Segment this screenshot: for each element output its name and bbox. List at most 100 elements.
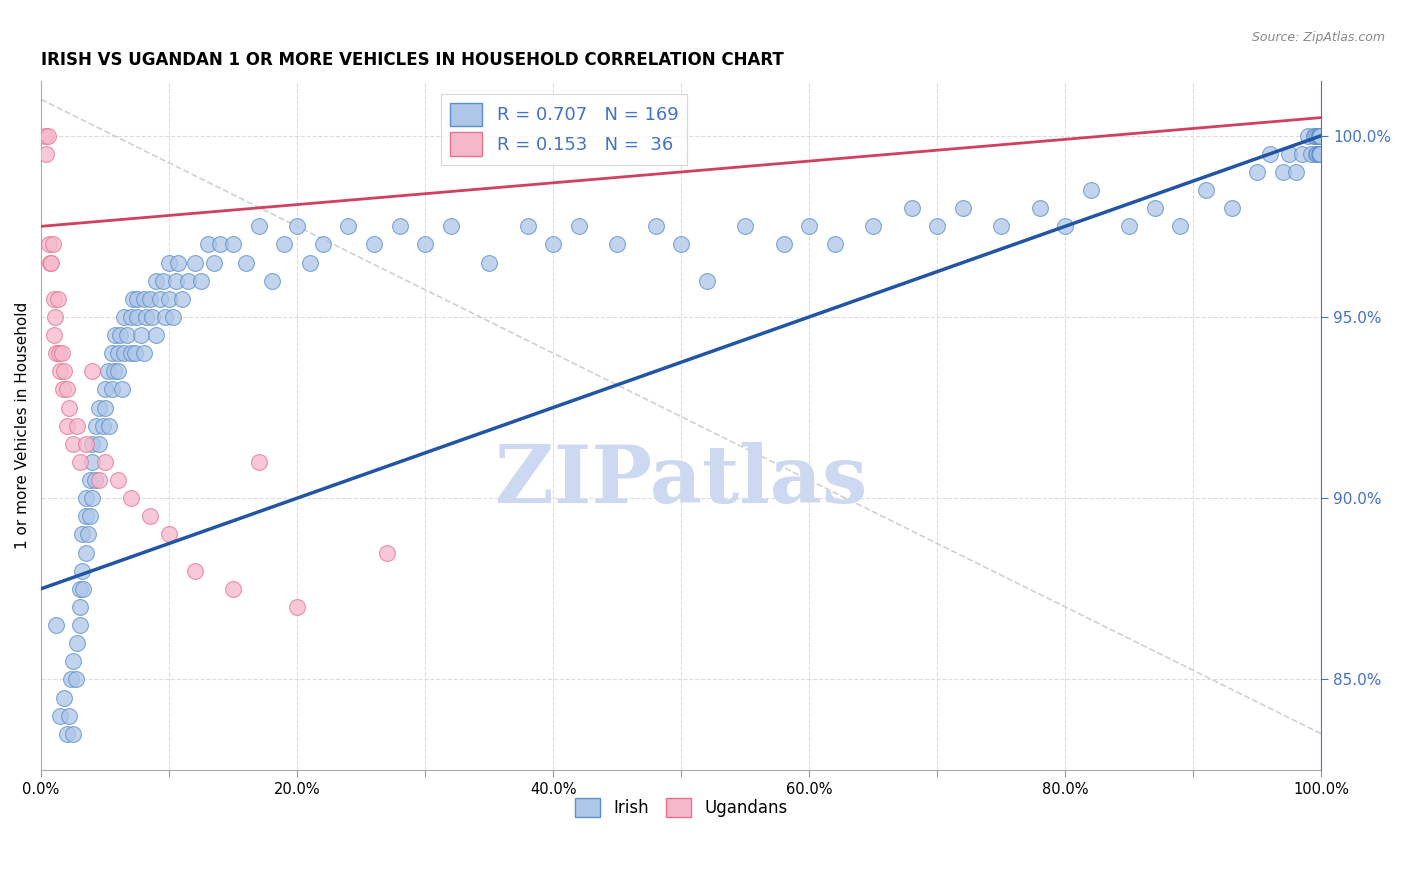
Point (1309, 128, 1331, 143)
Point (75, 509, 97, 524)
Point (46, 292, 69, 306)
Point (103, 364, 125, 378)
Point (1308, 146, 1330, 161)
Point (1309, 128, 1331, 143)
Point (122, 292, 145, 306)
Point (1309, 146, 1331, 161)
Point (120, 346, 142, 360)
Point (1309, 146, 1331, 161)
Point (1309, 128, 1331, 143)
Point (34, 128, 56, 143)
Point (82, 491, 104, 505)
Point (1309, 128, 1331, 143)
Point (209, 237, 232, 252)
Point (375, 545, 398, 559)
Point (1306, 146, 1329, 161)
Point (66, 418, 89, 433)
Point (87, 473, 110, 487)
Point (202, 255, 225, 269)
Point (124, 346, 146, 360)
Point (165, 274, 187, 288)
Point (1309, 146, 1331, 161)
Point (107, 473, 129, 487)
Point (141, 310, 163, 324)
Point (1170, 219, 1192, 234)
Point (1220, 201, 1243, 215)
Point (1309, 146, 1331, 161)
Point (1309, 146, 1331, 161)
Point (1309, 128, 1331, 143)
Point (129, 328, 152, 343)
Text: ZIPatlas: ZIPatlas (495, 442, 868, 520)
Point (1118, 219, 1140, 234)
Point (53, 364, 76, 378)
Point (167, 255, 190, 269)
Point (91, 418, 114, 433)
Point (1309, 128, 1331, 143)
Point (69, 455, 91, 469)
Point (75, 491, 97, 505)
Point (478, 255, 501, 269)
Point (120, 491, 142, 505)
Point (112, 310, 135, 324)
Point (38, 237, 60, 252)
Point (990, 219, 1012, 234)
Point (1309, 128, 1331, 143)
Point (1309, 128, 1331, 143)
Legend: Irish, Ugandans: Irish, Ugandans (568, 791, 794, 823)
Point (127, 292, 149, 306)
Point (1309, 146, 1331, 161)
Point (83, 473, 105, 487)
Point (1309, 128, 1331, 143)
Point (120, 310, 142, 324)
Point (190, 274, 212, 288)
Point (1309, 146, 1331, 161)
Point (39, 255, 62, 269)
Point (97, 364, 120, 378)
Point (1258, 146, 1281, 161)
Point (66, 636, 89, 650)
Point (235, 255, 257, 269)
Y-axis label: 1 or more Vehicles in Household: 1 or more Vehicles in Household (15, 302, 30, 549)
Point (69, 582, 91, 596)
Point (75, 545, 97, 559)
Point (145, 274, 167, 288)
Point (1309, 146, 1331, 161)
Point (1309, 128, 1331, 143)
Point (127, 310, 149, 324)
Point (1309, 128, 1331, 143)
Point (1309, 146, 1331, 161)
Point (48, 346, 70, 360)
Point (900, 201, 922, 215)
Point (70, 564, 93, 578)
Point (44, 310, 66, 324)
Point (1054, 219, 1077, 234)
Point (104, 328, 127, 343)
Point (87, 401, 110, 415)
Point (669, 237, 692, 252)
Point (52, 383, 75, 397)
Point (41, 237, 63, 252)
Point (734, 219, 756, 234)
Point (152, 274, 174, 288)
Point (285, 599, 308, 614)
Point (139, 509, 162, 524)
Point (388, 219, 411, 234)
Point (69, 599, 91, 614)
Point (1028, 201, 1050, 215)
Point (927, 219, 949, 234)
Point (58, 401, 80, 415)
Point (799, 219, 821, 234)
Point (1309, 128, 1331, 143)
Point (110, 328, 132, 343)
Point (183, 564, 205, 578)
Point (157, 527, 180, 541)
Point (1299, 146, 1322, 161)
Point (1309, 128, 1331, 143)
Point (100, 383, 122, 397)
Point (111, 383, 134, 397)
Point (100, 346, 122, 360)
Point (1309, 146, 1331, 161)
Point (1303, 128, 1326, 143)
Point (1309, 128, 1331, 143)
